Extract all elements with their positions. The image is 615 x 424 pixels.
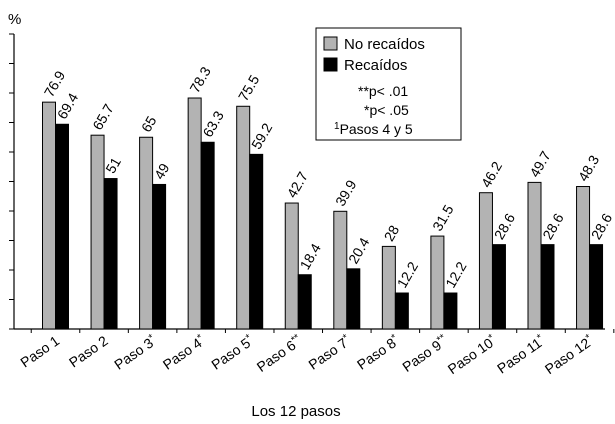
value-label-no-recaidos: 31.5	[429, 202, 457, 234]
bar-recaidos	[152, 183, 167, 330]
x-tick-label: Paso 6**	[254, 332, 305, 375]
bar-recaidos	[589, 244, 604, 330]
legend-note: **p< .01	[358, 83, 408, 99]
value-label-no-recaidos: 65	[138, 113, 160, 135]
value-label-recaidos: 28.6	[491, 210, 519, 242]
bar-recaidos	[103, 178, 118, 330]
value-label-recaidos: 28.6	[539, 210, 567, 242]
value-label-no-recaidos: 28	[381, 222, 403, 244]
x-tick-label: Paso 2	[66, 332, 111, 370]
bar-no-recaidos	[478, 192, 493, 330]
bar-no-recaidos	[527, 181, 542, 330]
x-tick-label: Paso 5*	[208, 332, 256, 372]
bar-recaidos	[540, 244, 555, 330]
bar-recaidos	[249, 153, 264, 330]
x-tick-label: Paso 7*	[305, 332, 353, 372]
legend: No recaídos Recaídos **p< .01 *p< .05 1Pasos…	[315, 27, 462, 141]
value-label-recaidos: 49	[151, 160, 173, 182]
value-label-no-recaidos: 39.9	[332, 177, 360, 209]
bar-no-recaidos	[139, 136, 154, 330]
bar-recaidos	[394, 292, 409, 330]
bar-recaidos	[491, 244, 506, 330]
value-label-recaidos: 12.2	[394, 259, 422, 291]
legend-swatch	[323, 36, 338, 51]
value-label-recaidos: 12.2	[442, 259, 470, 291]
legend-label: Recaídos	[344, 57, 407, 74]
x-tick-label: Paso 10*	[445, 332, 500, 377]
x-tick-label: Paso 8*	[354, 332, 402, 372]
significance-mark: *	[487, 332, 497, 343]
significance-mark: **	[435, 332, 448, 346]
x-tick-label: Paso 9**	[399, 332, 450, 375]
value-label-no-recaidos: 78.3	[186, 64, 214, 96]
x-tick-label: Paso 12*	[542, 332, 597, 377]
significance-mark: *	[244, 332, 254, 343]
bar-recaidos	[346, 268, 361, 330]
x-tick-label: Paso 11*	[494, 332, 548, 376]
legend-label: No recaídos	[344, 36, 425, 53]
x-tick-label: Paso 3*	[111, 332, 159, 372]
value-label-recaidos: 20.4	[345, 235, 373, 267]
value-label-no-recaidos: 46.2	[478, 158, 506, 190]
significance-mark: **	[289, 332, 302, 346]
value-label-recaidos: 28.6	[588, 210, 615, 242]
significance-mark: *	[147, 332, 157, 343]
bar-recaidos	[55, 123, 69, 330]
significance-mark: *	[535, 332, 545, 343]
value-label-recaidos: 69.4	[54, 90, 82, 122]
x-tick-labels: Paso 1 Paso 2 Paso 3* Paso 4* Paso 5* Paso 6*…	[17, 332, 596, 377]
value-label-recaidos: 63.3	[199, 108, 227, 140]
value-label-no-recaidos: 65.7	[89, 101, 117, 133]
significance-mark: *	[195, 332, 205, 343]
bar-no-recaidos	[333, 210, 348, 330]
bar-no-recaidos	[284, 202, 299, 330]
value-label-no-recaidos: 75.5	[235, 72, 263, 104]
value-label-no-recaidos: 42.7	[283, 169, 311, 201]
bar-recaidos	[443, 292, 458, 330]
value-label-recaidos: 51	[102, 154, 124, 176]
bar-recaidos	[297, 274, 312, 330]
bar-no-recaidos	[430, 235, 445, 330]
bar-recaidos	[200, 141, 215, 330]
x-tick-label: Paso 1	[17, 332, 62, 370]
significance-mark: *	[341, 332, 351, 343]
value-label-no-recaidos: 49.7	[526, 148, 554, 180]
value-label-no-recaidos: 48.3	[575, 152, 603, 184]
legend-note: *p< .05	[364, 102, 409, 118]
x-axis-label: Los 12 pasos	[251, 403, 340, 420]
y-axis-label: %	[8, 11, 21, 28]
x-tick-label: Paso 4*	[160, 332, 208, 372]
value-label-recaidos: 59.2	[248, 120, 276, 152]
significance-mark: *	[584, 332, 594, 343]
legend-note: 1Pasos 4 y 5	[334, 121, 413, 137]
significance-mark: *	[390, 332, 400, 343]
bar-no-recaidos	[576, 186, 591, 330]
legend-box	[315, 27, 462, 141]
bar-no-recaidos	[90, 134, 105, 330]
bar-no-recaidos	[42, 101, 56, 330]
bar-no-recaidos	[236, 105, 251, 330]
legend-swatch	[323, 57, 338, 72]
bar-no-recaidos	[381, 245, 396, 330]
value-label-recaidos: 18.4	[296, 240, 324, 272]
bars	[42, 97, 604, 330]
